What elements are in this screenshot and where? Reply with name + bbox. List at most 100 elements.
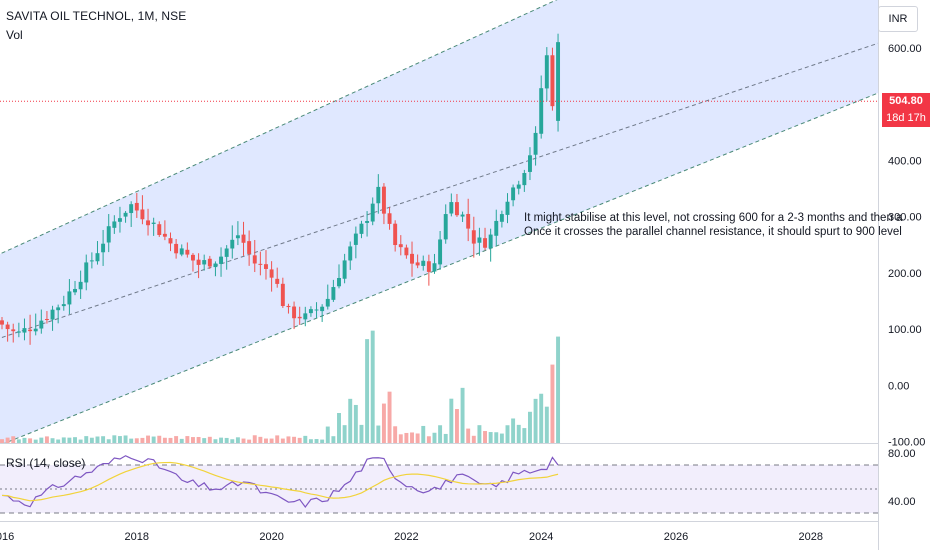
volume-bar <box>44 436 49 443</box>
rsi-tick-label: 80.00 <box>888 448 916 460</box>
candle-body <box>129 204 134 214</box>
volume-bar <box>387 391 392 443</box>
volume-bar <box>106 439 111 443</box>
volume-bar <box>544 406 549 443</box>
candle-body <box>398 244 403 248</box>
volume-bar <box>67 437 72 443</box>
candle-body <box>556 42 561 121</box>
candle-body <box>539 88 544 134</box>
candle-body <box>454 202 459 216</box>
candle-body <box>67 291 72 305</box>
candle-body <box>224 248 229 257</box>
candle-body <box>421 260 426 266</box>
rsi-line <box>1 455 559 508</box>
volume-bar <box>219 437 224 443</box>
candle-body <box>308 309 313 314</box>
volume-indicator-label[interactable]: Vol <box>6 28 23 42</box>
volume-bar <box>443 433 448 443</box>
price-tick-label: 0.00 <box>888 380 909 392</box>
rsi-pane <box>0 455 878 514</box>
volume-bar <box>269 438 274 443</box>
candle-body <box>235 235 240 239</box>
volume-bar <box>28 438 33 443</box>
volume-bar <box>275 435 280 443</box>
time-tick-label: 2028 <box>799 531 823 543</box>
candle-body <box>56 307 61 311</box>
candle-body <box>348 246 353 261</box>
candle-body <box>449 202 454 214</box>
volume-bar <box>123 435 128 443</box>
candle-body <box>117 218 122 222</box>
volume-bar <box>314 439 319 443</box>
candle-body <box>471 230 476 244</box>
volume-bar <box>174 436 179 443</box>
volume-bar <box>207 436 212 443</box>
candle-body <box>297 316 302 319</box>
candle-body <box>146 220 150 226</box>
volume-bar <box>398 434 403 443</box>
candle-body <box>22 328 27 333</box>
rsi-indicator-label[interactable]: RSI (14, close) <box>6 456 86 470</box>
parallel-channel[interactable] <box>0 0 912 447</box>
candle-body <box>438 239 443 265</box>
volume-bar <box>359 424 364 443</box>
volume-bar <box>381 403 386 443</box>
candle-body <box>39 320 44 329</box>
volume-bar <box>365 339 370 443</box>
candle-body <box>44 318 49 320</box>
volume-bar <box>410 432 414 443</box>
rsi-tick-label: 40.00 <box>888 496 916 508</box>
price-tick-label: 600.00 <box>888 43 922 55</box>
candle-body <box>292 306 297 319</box>
candle-body <box>466 213 471 229</box>
annotation-text-line-1[interactable]: It might stabilise at this level, not cr… <box>524 212 903 224</box>
volume-bar <box>432 432 437 443</box>
channel-lower-line <box>3 92 878 443</box>
volume-bar <box>213 439 218 443</box>
candle-body <box>162 233 167 237</box>
volume-bar <box>50 438 55 443</box>
annotation-text-line-2[interactable]: Once it crosses the parallel channel res… <box>524 226 902 238</box>
candle-body <box>33 328 38 332</box>
candle-body <box>78 281 83 290</box>
candle-body <box>219 256 224 264</box>
price-tick-label: -100.00 <box>888 437 925 449</box>
time-tick-label: 2018 <box>125 531 149 543</box>
candle-body <box>280 283 285 306</box>
candle-body <box>404 247 409 256</box>
volume-bar <box>101 436 106 443</box>
candle-body <box>381 186 386 214</box>
volume-bar <box>16 439 21 443</box>
symbol-title[interactable]: SAVITA OIL TECHNOL, 1M, NSE <box>6 9 187 23</box>
volume-bar <box>331 436 336 443</box>
volume-bar <box>308 439 313 443</box>
candle-body <box>415 262 420 266</box>
candle-body <box>505 201 510 215</box>
candle-body <box>61 304 66 307</box>
volume-bar <box>393 426 398 443</box>
candle-body <box>393 223 398 246</box>
candle-body <box>207 258 212 267</box>
volume-bar <box>297 437 302 443</box>
candle-body <box>432 263 437 272</box>
volume-bar <box>303 435 308 443</box>
candle-body <box>196 259 201 265</box>
volume-bar <box>292 436 297 443</box>
last-price-value: 504.80 <box>889 95 923 107</box>
volume-bar <box>516 424 521 443</box>
volume-bar <box>483 431 487 443</box>
candle-body <box>477 237 482 243</box>
volume-bar <box>499 433 504 443</box>
volume-bar <box>438 425 443 443</box>
volume-bar <box>421 425 426 443</box>
candle-body <box>275 278 280 284</box>
volume-bar <box>286 436 291 443</box>
currency-selector[interactable]: INR <box>878 6 918 32</box>
candle-body <box>353 233 358 245</box>
candle-body <box>544 55 549 89</box>
candle-body <box>213 263 218 268</box>
volume-bar <box>511 418 516 443</box>
volume-bar <box>230 439 235 443</box>
candle-body <box>84 262 89 283</box>
